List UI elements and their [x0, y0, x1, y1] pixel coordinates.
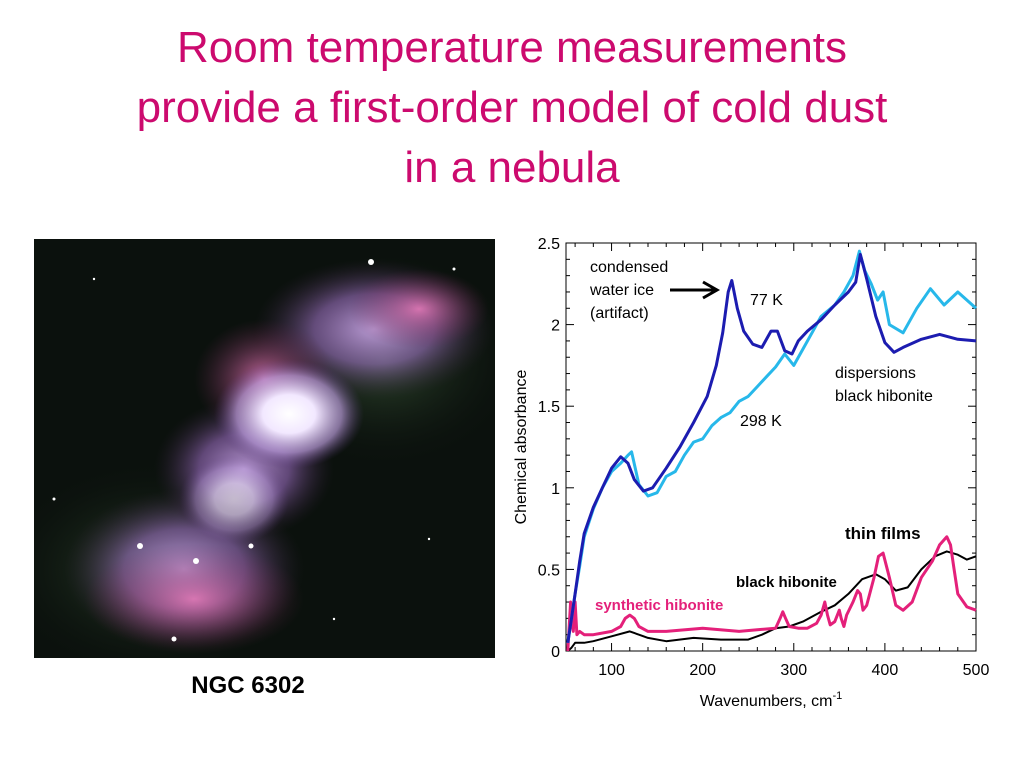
annotation-298k: 298 K	[740, 413, 782, 430]
absorbance-chart: 100 200 300 400 500 0 0.5 1 1.5 2 2.5 Wavenumbers, …	[513, 236, 990, 710]
y-tick-label: 0	[551, 644, 560, 661]
annotation-dispersions-line1: dispersions	[835, 365, 916, 382]
series-line-synthetic-hibonite	[566, 535, 977, 652]
y-axis-label: Chemical absorbance	[513, 370, 530, 525]
y-tick-label: 2	[551, 318, 560, 335]
x-tick-label: 200	[689, 662, 716, 679]
y-tick-label: 1	[551, 481, 560, 498]
slide-title: Room temperature measurements provide a …	[40, 18, 984, 198]
annotation-black-hibonite: black hibonite	[736, 574, 837, 591]
x-axis-label: Wavenumbers, cm-1	[700, 690, 843, 710]
annotation-thin-films: thin films	[845, 524, 921, 543]
y-tick-label: 1.5	[538, 399, 560, 416]
image-caption: NGC 6302	[191, 672, 305, 699]
title-line-1: Room temperature measurements	[176, 23, 848, 72]
x-tick-label: 300	[780, 662, 807, 679]
y-tick-label: 0.5	[538, 562, 560, 579]
x-tick-label: 100	[598, 662, 625, 679]
annotation-synthetic-hibonite: synthetic hibonite	[595, 597, 723, 614]
series-line-77-k	[566, 252, 977, 644]
series-line-298-k	[566, 249, 978, 644]
x-tick-label: 500	[963, 662, 990, 679]
annotation-arrow-head	[702, 280, 721, 300]
title-line-3: in a nebula	[404, 143, 620, 192]
series-line-black-hibonite	[567, 550, 977, 652]
annotation-condensed-line3: (artifact)	[590, 305, 649, 322]
annotation-dispersions-line2: black hibonite	[835, 388, 933, 405]
annotation-77k: 77 K	[750, 292, 783, 309]
y-tick-label: 2.5	[538, 236, 560, 253]
annotation-condensed-line1: condensed	[590, 259, 668, 276]
x-tick-label: 400	[872, 662, 899, 679]
nebula-image	[34, 239, 495, 658]
title-line-2: provide a first-order model of cold dust	[136, 83, 888, 132]
nebula-picture	[34, 239, 495, 658]
plot-frame	[565, 242, 977, 652]
annotation-condensed-line2: water ice	[589, 282, 654, 299]
